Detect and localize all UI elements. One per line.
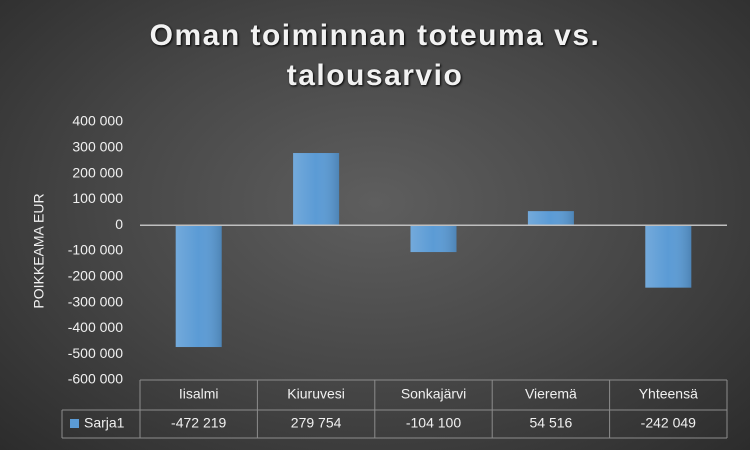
table-value: 279 754 bbox=[291, 415, 342, 431]
y-tick-label: -500 000 bbox=[68, 345, 123, 361]
x-tick-label: Yhteensä bbox=[639, 386, 698, 402]
bar-shade bbox=[645, 225, 692, 288]
x-tick-label: Kiuruvesi bbox=[287, 386, 345, 402]
x-tick-label: Vieremä bbox=[525, 386, 577, 402]
bar-shade bbox=[293, 153, 340, 226]
bar-shade bbox=[175, 225, 222, 348]
table-value: 54 516 bbox=[529, 415, 572, 431]
y-tick-label: -200 000 bbox=[68, 268, 123, 284]
legend-label: Sarja1 bbox=[84, 415, 125, 431]
legend-key bbox=[70, 419, 79, 428]
y-tick-label: 0 bbox=[115, 216, 123, 232]
bar-shade bbox=[410, 225, 457, 253]
y-tick-label: 400 000 bbox=[72, 113, 123, 129]
table-value: -242 049 bbox=[641, 415, 696, 431]
bar-shade bbox=[527, 211, 574, 226]
y-tick-label: -400 000 bbox=[68, 319, 123, 335]
y-tick-label: -600 000 bbox=[68, 371, 123, 387]
x-tick-label: Iisalmi bbox=[179, 386, 219, 402]
y-tick-label: 300 000 bbox=[72, 139, 123, 155]
x-tick-label: Sonkajärvi bbox=[401, 386, 466, 402]
y-tick-label: 200 000 bbox=[72, 164, 123, 180]
chart-title: Oman toiminnan toteuma vs. talousarvio bbox=[149, 19, 601, 92]
y-tick-label: -300 000 bbox=[68, 293, 123, 309]
table-value: -104 100 bbox=[406, 415, 461, 431]
table-value: -472 219 bbox=[171, 415, 226, 431]
y-axis-label: POIKKEAMA EUR bbox=[31, 193, 47, 308]
y-tick-label: 100 000 bbox=[72, 190, 123, 206]
y-tick-label: -100 000 bbox=[68, 242, 123, 258]
